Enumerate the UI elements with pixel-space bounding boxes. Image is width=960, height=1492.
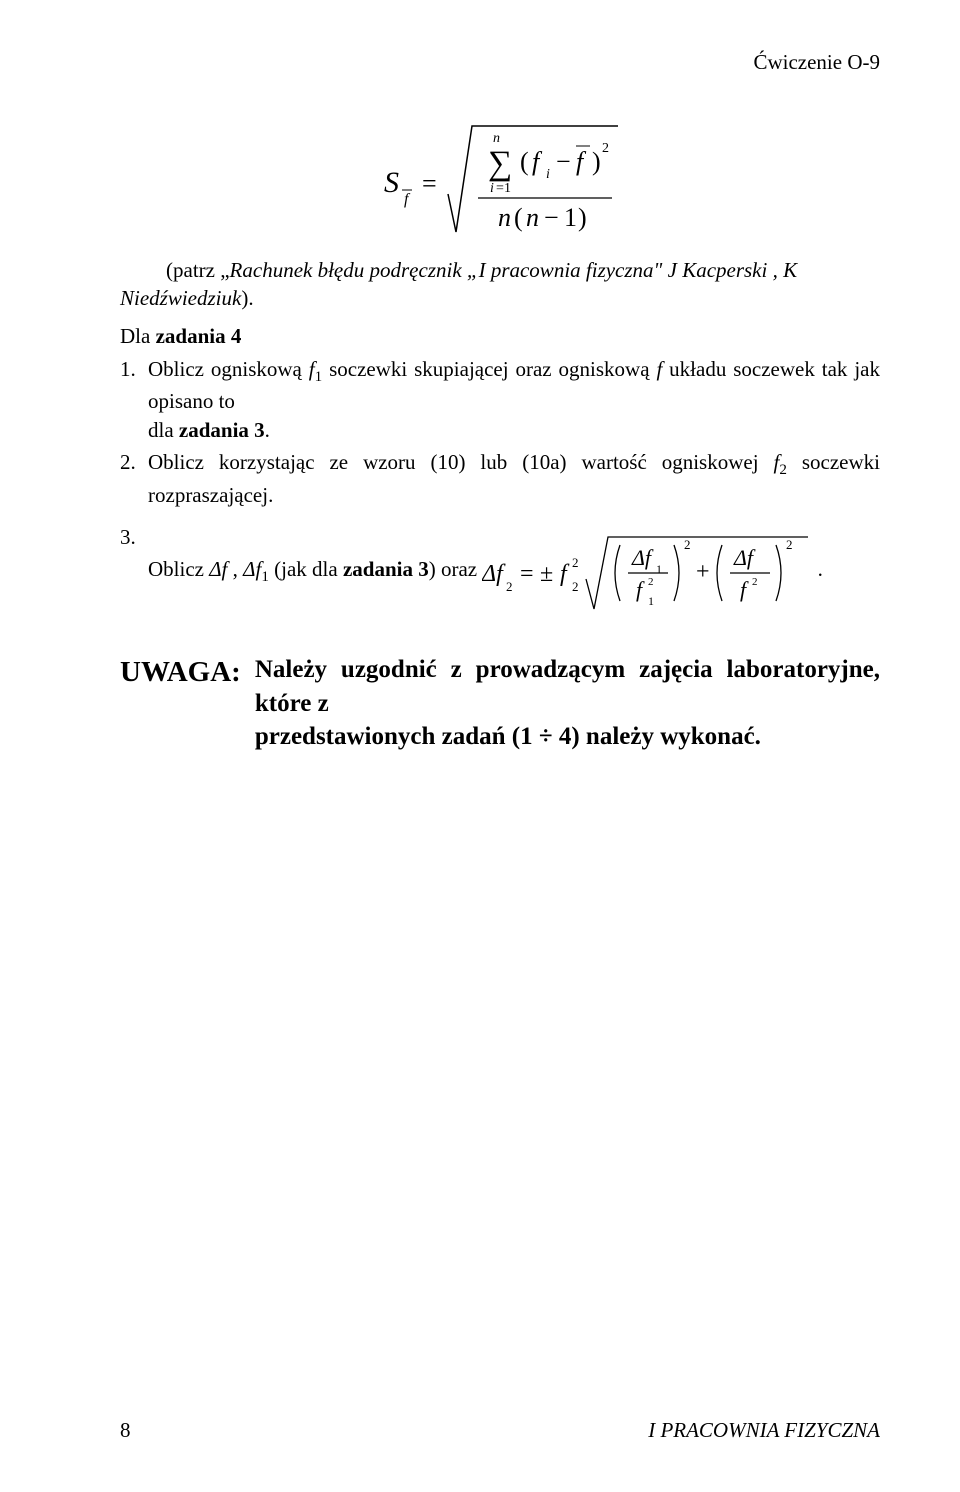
- svg-text:n: n: [493, 131, 500, 146]
- svg-text:=: =: [496, 181, 504, 196]
- svg-text:n: n: [498, 203, 511, 232]
- step-1-cont: dla zadania 3.: [148, 418, 270, 442]
- svg-text:∑: ∑: [488, 145, 512, 182]
- step-2-text: Oblicz korzystając ze wzoru (10) lub (10…: [148, 450, 880, 507]
- header-exercise-label: Ćwiczenie O-9: [120, 48, 880, 76]
- svg-text:=: =: [520, 561, 534, 587]
- svg-text:2: 2: [572, 579, 579, 594]
- steps-list: 1. Oblicz ogniskową f1 soczewki skupiają…: [120, 355, 880, 619]
- svg-text:(: (: [520, 147, 529, 176]
- uwaga-line1: Należy uzgodnić z prowadzącym zajęcia la…: [255, 653, 880, 721]
- svg-text:f: f: [532, 147, 543, 176]
- svg-text:Δf: Δf: [733, 545, 756, 570]
- s1-t3: soczewki skupiającej oraz ogniskową: [322, 357, 656, 381]
- svg-text:Δf: Δf: [482, 561, 506, 587]
- s1c-t0: dla: [148, 418, 179, 442]
- svg-text:2: 2: [786, 537, 793, 552]
- svg-text:=: =: [422, 169, 437, 198]
- formula-main-svg: S f = ∑ i = 1 n ( f i − f: [380, 114, 620, 240]
- s2-t2: 2: [779, 462, 787, 478]
- svg-text:f: f: [740, 577, 749, 602]
- context-citation: (patrz „Rachunek błędu podręcznik „I pra…: [120, 256, 880, 313]
- s3-t6: zadania 3: [343, 557, 429, 581]
- svg-text:2: 2: [752, 576, 758, 588]
- svg-text:n: n: [526, 203, 539, 232]
- svg-text:(: (: [514, 203, 523, 232]
- uwaga-line2: przedstawionych zadań (1 ÷ 4) należy wyk…: [255, 720, 880, 754]
- svg-text:f: f: [404, 191, 411, 208]
- svg-text:+: +: [696, 559, 710, 585]
- step-1: 1. Oblicz ogniskową f1 soczewki skupiają…: [120, 355, 880, 444]
- s3-t5: (jak dla: [269, 557, 343, 581]
- svg-text:−: −: [556, 147, 571, 176]
- s3-t0: Oblicz: [148, 557, 209, 581]
- s1-t0: Oblicz ogniskową: [148, 357, 309, 381]
- svg-text:2: 2: [684, 537, 691, 552]
- s1c-t1: zadania 3: [179, 418, 265, 442]
- formula-main: S f = ∑ i = 1 n ( f i − f: [120, 114, 880, 247]
- step-3-num: 3.: [120, 523, 136, 551]
- step-1-num: 1.: [120, 355, 136, 383]
- step-2: 2. Oblicz korzystając ze wzoru (10) lub …: [120, 448, 880, 509]
- s3-t3: Δf: [243, 557, 261, 581]
- uwaga-label: UWAGA:: [120, 653, 241, 692]
- uwaga-block: UWAGA: Należy uzgodnić z prowadzącym zaj…: [120, 653, 880, 754]
- section-bold: zadania 4: [156, 324, 242, 348]
- svg-text:Δf: Δf: [631, 545, 654, 570]
- footer-page-num: 8: [120, 1416, 131, 1444]
- svg-text:i: i: [546, 167, 550, 182]
- svg-text:1: 1: [656, 562, 662, 576]
- step-2-num: 2.: [120, 448, 136, 476]
- context-prefix: (patrz „: [166, 258, 230, 282]
- step-3: 3. Oblicz Δf , Δf1 (jak dla zadania 3) o…: [120, 523, 880, 619]
- formula-inline-svg: Δf 2 = ± f 2 2: [482, 523, 812, 619]
- section-prefix: Dla: [120, 324, 156, 348]
- s3-t4: 1: [261, 569, 269, 585]
- svg-text:1: 1: [564, 203, 577, 232]
- s2-t0: Oblicz korzystając ze wzoru (10) lub (10…: [148, 450, 774, 474]
- svg-text:): ): [578, 203, 587, 232]
- s3-t7: ) oraz: [429, 557, 477, 581]
- svg-text:2: 2: [572, 555, 579, 570]
- page: Ćwiczenie O-9 S f = ∑ i = 1 n: [0, 0, 960, 1492]
- svg-text:2: 2: [648, 576, 654, 588]
- svg-text:1: 1: [504, 181, 511, 196]
- svg-text:−: −: [544, 203, 559, 232]
- s3-t1: Δf: [209, 557, 227, 581]
- step-3-tail: .: [818, 557, 823, 581]
- svg-text:): ): [592, 147, 601, 176]
- s1c-t2: .: [265, 418, 270, 442]
- svg-text:S: S: [384, 166, 399, 199]
- s3-t2: ,: [227, 557, 243, 581]
- step-1-text: Oblicz ogniskową f1 soczewki skupiającej…: [148, 357, 880, 414]
- formula-inline: Δf 2 = ± f 2 2: [482, 557, 817, 581]
- svg-text:f: f: [576, 147, 587, 176]
- svg-text:2: 2: [506, 579, 513, 594]
- svg-text:f: f: [636, 577, 645, 602]
- step-3-text: Oblicz Δf , Δf1 (jak dla zadania 3) oraz: [148, 555, 477, 588]
- svg-text:2: 2: [602, 141, 609, 156]
- section-title: Dla zadania 4: [120, 322, 880, 350]
- svg-text:i: i: [490, 181, 494, 196]
- context-title: Rachunek błędu: [230, 258, 370, 282]
- page-footer: 8 I PRACOWNIA FIZYCZNA: [120, 1416, 880, 1444]
- svg-text:1: 1: [648, 594, 654, 608]
- context-suffix: ).: [241, 286, 253, 310]
- uwaga-body: Należy uzgodnić z prowadzącym zajęcia la…: [255, 653, 880, 754]
- footer-right: I PRACOWNIA FIZYCZNA: [648, 1416, 880, 1444]
- svg-text:±: ±: [540, 561, 553, 587]
- svg-text:f: f: [560, 561, 570, 587]
